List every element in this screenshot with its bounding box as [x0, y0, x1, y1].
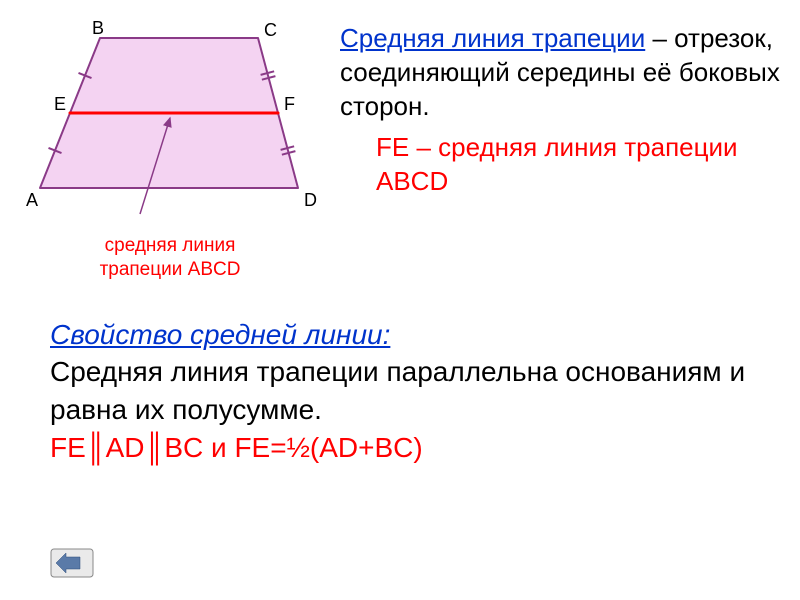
svg-text:D: D: [304, 190, 317, 210]
trapezoid-svg: A B C D E F: [20, 18, 320, 228]
caption-line2: трапеции ABCD: [100, 259, 241, 280]
svg-text:E: E: [54, 94, 66, 114]
definition-term: Средняя линия трапеции: [340, 23, 645, 53]
property-block: Свойство средней линии: Средняя линия тр…: [0, 282, 800, 467]
back-arrow-icon: [50, 548, 94, 578]
svg-text:C: C: [264, 20, 277, 40]
svg-text:A: A: [26, 190, 38, 210]
property-formula: FE║AD║BC и FE=½(AD+BC): [50, 429, 760, 467]
definition-highlight: FE – средняя линия трапеции ABCD: [340, 131, 780, 199]
svg-text:F: F: [284, 94, 295, 114]
back-button[interactable]: [50, 548, 94, 578]
property-title: Свойство средней линии:: [50, 316, 760, 354]
definition-text: Средняя линия трапеции – отрезок, соедин…: [340, 22, 780, 123]
definition-block: Средняя линия трапеции – отрезок, соедин…: [340, 18, 780, 282]
property-body: Средняя линия трапеции параллельна основ…: [50, 353, 760, 429]
svg-text:B: B: [92, 18, 104, 38]
diagram-caption: средняя линия трапеции ABCD: [20, 234, 320, 282]
trapezoid-diagram: A B C D E F средняя линия трапеции ABCD: [20, 18, 340, 282]
caption-line1: средняя линия: [105, 235, 236, 256]
